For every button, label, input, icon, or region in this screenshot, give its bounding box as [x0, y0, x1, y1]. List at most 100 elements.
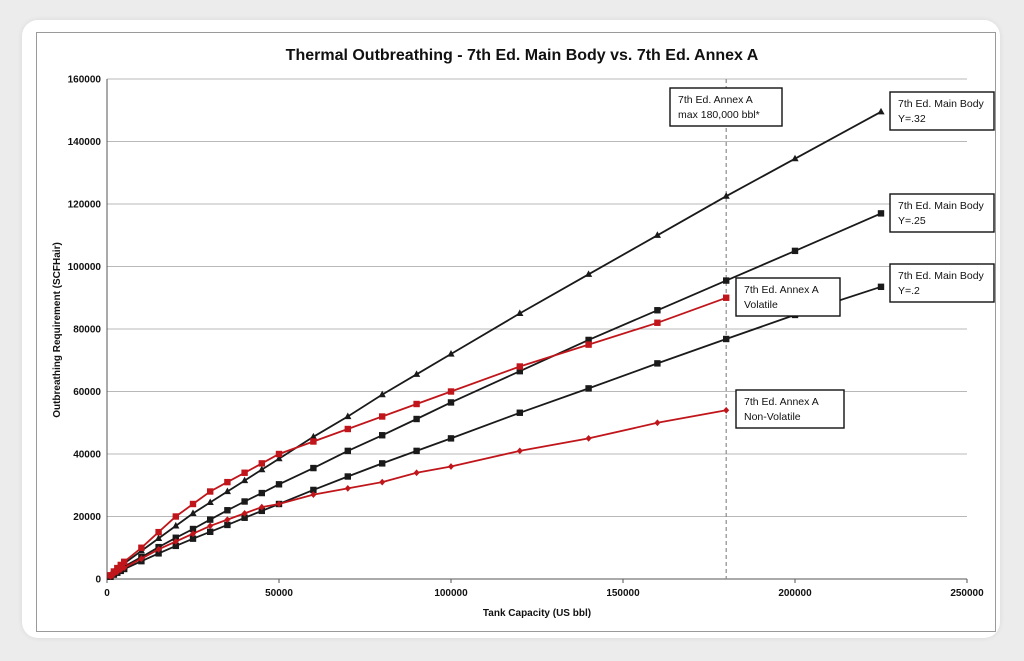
- data-point: [344, 412, 352, 420]
- annotation-text: 7th Ed. Main Body: [898, 98, 985, 110]
- data-point: [310, 491, 317, 499]
- x-axis-label: Tank Capacity (US bbl): [483, 608, 591, 619]
- x-tick-labels: 0 50000 100000 150000 200000 250000: [104, 579, 984, 599]
- y-tick-label: 40000: [73, 450, 101, 461]
- data-point: [207, 516, 214, 523]
- data-point: [172, 534, 179, 541]
- series-group: [106, 107, 885, 581]
- annotation-text: 7th Ed. Annex A: [678, 94, 753, 106]
- annotation-main-2: 7th Ed. Main Body Y=.2: [889, 263, 995, 303]
- data-point: [516, 409, 523, 416]
- y-tick-label: 0: [95, 575, 101, 586]
- data-point: [241, 469, 248, 476]
- data-point: [155, 550, 162, 557]
- annotation-text: Y=.2: [898, 285, 920, 297]
- data-point: [378, 390, 386, 398]
- series-line: [109, 285, 882, 578]
- data-point: [379, 432, 386, 439]
- data-point: [585, 385, 592, 392]
- data-point: [516, 309, 524, 316]
- series-line: [109, 409, 727, 578]
- data-point: [224, 521, 231, 529]
- data-point: [585, 434, 592, 442]
- data-point: [206, 498, 214, 506]
- data-point: [653, 231, 661, 238]
- data-point: [138, 544, 145, 551]
- annotation-text: Non-Volatile: [744, 411, 801, 423]
- data-point: [516, 447, 523, 455]
- data-point: [258, 460, 265, 467]
- data-point: [258, 507, 265, 515]
- data-point: [344, 425, 351, 433]
- data-point: [310, 486, 317, 494]
- annotation-text: 7th Ed. Annex A: [744, 284, 819, 296]
- data-point: [447, 399, 455, 406]
- data-point: [172, 521, 180, 529]
- data-point: [379, 460, 386, 467]
- annotation-box: [735, 277, 841, 317]
- data-point: [155, 534, 163, 541]
- y-tick-label: 100000: [68, 262, 102, 273]
- annotation-box: [889, 91, 995, 131]
- data-point: [241, 514, 248, 521]
- data-point: [224, 478, 231, 486]
- data-point: [172, 542, 179, 550]
- data-point: [723, 294, 730, 301]
- data-point: [310, 438, 317, 445]
- data-point: [413, 415, 420, 423]
- data-point: [344, 484, 351, 492]
- data-point: [585, 341, 592, 348]
- annotations-group: 7th Ed. Annex A max 180,000 bbl* 7th Ed. M…: [669, 87, 995, 429]
- data-point: [654, 319, 661, 326]
- data-point: [309, 432, 317, 440]
- data-point: [275, 450, 283, 458]
- x-tick-label: 150000: [606, 588, 640, 599]
- data-point: [877, 210, 885, 217]
- data-point: [207, 522, 214, 530]
- annotation-text: max 180,000 bbl*: [678, 109, 760, 121]
- data-point: [189, 525, 197, 533]
- data-point: [344, 473, 351, 480]
- data-point: [877, 107, 885, 115]
- annotation-text: 7th Ed. Annex A: [744, 396, 819, 408]
- data-point: [379, 478, 386, 486]
- series-line: [109, 111, 882, 577]
- data-point: [172, 513, 179, 520]
- y-tick-label: 60000: [73, 387, 101, 398]
- data-point: [654, 419, 661, 427]
- data-point: [275, 454, 283, 462]
- annotation-text: Y=.25: [898, 215, 926, 227]
- series-5: [107, 406, 730, 580]
- data-point: [155, 528, 162, 536]
- data-point: [190, 530, 196, 538]
- data-point: [276, 500, 282, 508]
- data-point: [114, 564, 121, 572]
- data-point: [516, 367, 523, 375]
- annotation-main-25: 7th Ed. Main Body Y=.25: [889, 193, 995, 233]
- series-line: [109, 296, 727, 576]
- y-tick-label: 20000: [73, 512, 101, 523]
- annotation-text: 7th Ed. Main Body: [898, 270, 985, 282]
- x-tick-label: 0: [104, 588, 110, 599]
- annotation-box: [889, 263, 995, 303]
- y-tick-label: 140000: [68, 137, 102, 148]
- data-point: [258, 465, 266, 473]
- annotation-text: Y=.32: [898, 113, 926, 125]
- data-point: [723, 335, 730, 343]
- data-point: [413, 400, 420, 408]
- y-tick-labels: 0 20000 40000 60000 80000 100000 120000 140000 1…: [68, 75, 102, 586]
- annotation-annex-nonvolatile: 7th Ed. Annex A Non-Volatile: [735, 389, 845, 429]
- data-point: [723, 406, 730, 414]
- data-point: [413, 447, 420, 455]
- data-point: [189, 509, 197, 516]
- data-point: [447, 350, 455, 357]
- data-point: [207, 528, 214, 536]
- annotation-box: [889, 193, 995, 233]
- data-point: [189, 500, 197, 508]
- data-point: [447, 435, 455, 442]
- data-point: [654, 360, 661, 367]
- data-point: [224, 516, 231, 524]
- grid-lines: [106, 78, 967, 580]
- chart-title: Thermal Outbreathing - 7th Ed. Main Body…: [286, 47, 759, 64]
